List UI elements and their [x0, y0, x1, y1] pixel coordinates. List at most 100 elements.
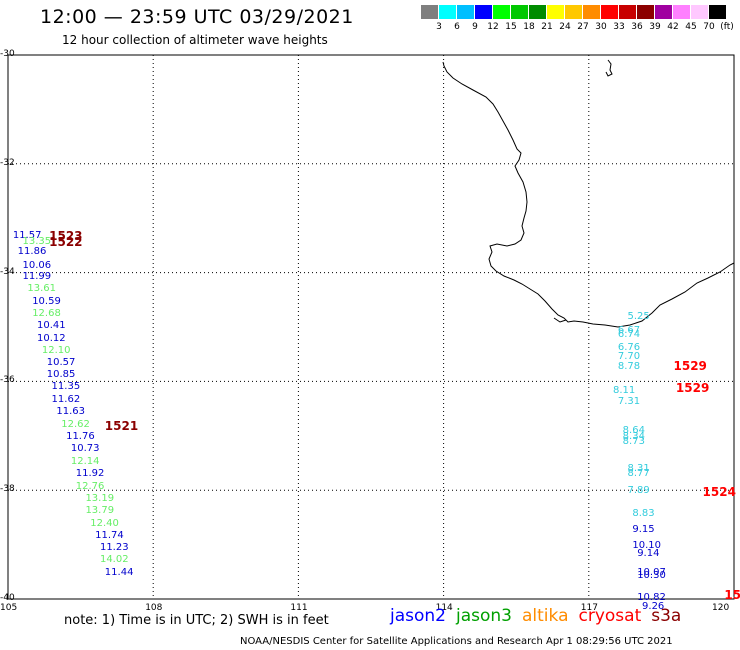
scale-label: 6 [454, 22, 460, 32]
longitude-tick-label: 117 [580, 603, 598, 613]
wave-height-label: 9.15 [632, 523, 655, 535]
wave-height-label: 6.76 [617, 341, 641, 353]
scale-label: 33 [613, 22, 625, 32]
wave-height-label: 11.76 [66, 431, 95, 443]
pass-number-label: 1524 [702, 484, 736, 499]
scale-swatch [709, 5, 726, 19]
wave-height-label: 10.41 [37, 319, 66, 331]
wave-height-label: 11.92 [75, 468, 105, 480]
wave-height-label: 11.44 [104, 566, 134, 578]
latitude-tick-label: -32 [0, 157, 15, 168]
wave-height-label: 12.10 [41, 344, 71, 356]
legend-entry: altika [522, 606, 569, 626]
scale-label: 9 [472, 22, 478, 32]
wave-height-label: 10.57 [46, 357, 76, 369]
scale-swatch [619, 5, 636, 19]
wave-height-label: 12.40 [90, 517, 119, 529]
satellite-legend: jason2 jason3 altika cryosat s3a [390, 606, 691, 626]
wave-height-label: 8.77 [627, 467, 650, 479]
scale-label: 30 [595, 22, 607, 32]
scale-swatch [457, 5, 474, 19]
wave-height-label: 8.11 [613, 384, 636, 396]
scale-swatch [601, 5, 618, 19]
wave-height-label: 10.06 [22, 259, 52, 271]
legend-entry: jason3 [456, 606, 512, 626]
wave-height-label: 7.70 [617, 351, 641, 363]
wave-height-label: 13.19 [85, 493, 115, 505]
wave-height-label: 11.35 [51, 381, 81, 393]
pass-number-label: 1523 [49, 228, 83, 243]
scale-swatch [655, 5, 672, 19]
scale-label: 3 [436, 22, 442, 32]
scale-label: (ft) [720, 22, 734, 32]
wave-height-label: 13.61 [27, 282, 56, 294]
wave-height-label: 10.73 [70, 443, 100, 455]
wave-height-label: 12.62 [61, 419, 90, 431]
latitude-tick-label: -36 [0, 375, 15, 386]
wave-height-label: 7.89 [627, 484, 650, 496]
wave-height-label: 11.86 [17, 246, 47, 258]
wave-height-label: 8.83 [632, 507, 655, 519]
pass-number-label: 1521 [104, 419, 139, 433]
wave-height-label: 8.34 [622, 431, 645, 443]
scale-label: 12 [487, 22, 499, 32]
latitude-tick-label: -40 [0, 593, 15, 603]
scale-swatch [583, 5, 600, 19]
wave-height-label: 6.74 [617, 329, 641, 341]
latitude-tick-label: -38 [0, 484, 15, 495]
scale-label: 45 [685, 22, 697, 32]
longitude-tick-label: 111 [290, 603, 308, 613]
wave-height-label: 10.82 [637, 591, 666, 603]
wave-height-label: 9.26 [642, 601, 665, 613]
wave-height-label: 11.99 [22, 270, 52, 282]
page-subtitle: 12 hour collection of altimeter wave hei… [62, 33, 328, 47]
coastline [442, 61, 735, 328]
scale-label: 21 [541, 22, 553, 32]
wave-height-label: 14.02 [99, 554, 129, 566]
scale-label: 18 [523, 22, 535, 32]
latitude-tick-label: -34 [0, 266, 15, 277]
credit-line: NOAA/NESDIS Center for Satellite Applica… [240, 636, 673, 647]
wave-height-label: 10.12 [37, 332, 66, 344]
scale-swatch [691, 5, 708, 19]
plot-frame [7, 54, 735, 600]
scale-swatch [475, 5, 492, 19]
scale-swatch [421, 5, 438, 19]
legend-entry: jason2 [390, 606, 446, 626]
wave-height-label: 11.23 [99, 542, 129, 554]
latitude-tick-label: -30 [0, 49, 15, 59]
wave-height-label: 7.31 [617, 395, 641, 407]
pass-number-label: 15 [724, 588, 740, 603]
scale-label: 36 [631, 22, 643, 32]
scale-label: 15 [505, 22, 517, 32]
pass-number-label: 1529 [675, 380, 710, 395]
wave-height-label: 12.68 [32, 307, 61, 319]
scale-swatch [511, 5, 528, 19]
wave-height-label: 11.62 [51, 394, 81, 406]
wave-height-label: 13.79 [85, 505, 115, 517]
wave-height-label: 10.07 [637, 566, 666, 578]
scale-swatch [529, 5, 546, 19]
coastline-island [605, 59, 613, 77]
pass-number-label: 1529 [673, 358, 707, 373]
longitude-tick-label: 114 [435, 603, 453, 613]
wave-height-label: 10.59 [32, 295, 61, 307]
coastline-inlet [553, 317, 567, 323]
graticule-grid [8, 55, 734, 599]
wave-height-label: 11.57 [12, 229, 42, 241]
wave-height-label: 8.64 [622, 424, 645, 436]
page-title: 12:00 — 23:59 UTC 03/29/2021 [40, 6, 354, 28]
wave-height-label: 11.74 [95, 529, 124, 541]
wave-height-label: 5.25 [627, 311, 650, 323]
scale-label: 24 [559, 22, 571, 32]
wave-height-label: 9.14 [637, 548, 660, 560]
wave-height-label: 10.10 [632, 539, 661, 551]
longitude-tick-label: 120 [712, 603, 730, 613]
scale-swatch [547, 5, 564, 19]
legend-entry: s3a [651, 606, 682, 626]
scale-swatch [637, 5, 654, 19]
scale-swatch [565, 5, 582, 19]
scale-swatch [673, 5, 690, 19]
wave-height-label: 10.85 [46, 369, 76, 381]
